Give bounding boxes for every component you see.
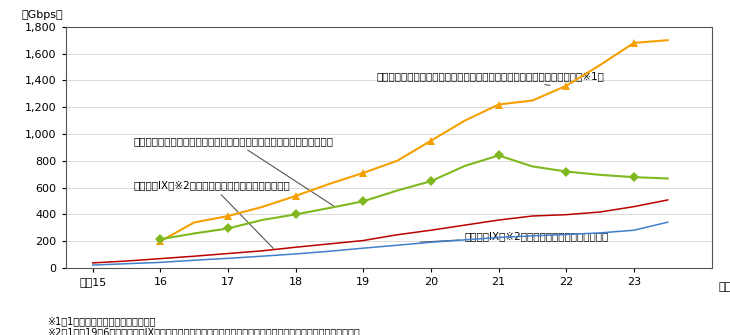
Text: ※1、1日の平均トラヒックの月平均。: ※1、1日の平均トラヒックの月平均。 <box>47 317 156 327</box>
Text: ※2、1平成19年6月の国内主要IXで交換されるトラヒックの集計値についてはデータに欠落があったため除外。: ※2、1平成19年6月の国内主要IXで交換されるトラヒックの集計値についてはデー… <box>47 328 360 335</box>
Text: （年）: （年） <box>718 282 730 292</box>
Text: 国内主要IX（※2）で交換される平均トラヒック: 国内主要IX（※2）で交換される平均トラヒック <box>420 231 609 242</box>
Text: 国内主要IX（※2）で交換されるトラヒックピーク値: 国内主要IX（※2）で交換されるトラヒックピーク値 <box>134 180 290 249</box>
Text: 我が国のブロードバンド契約者の総アップロードトラヒック（推定値）: 我が国のブロードバンド契約者の総アップロードトラヒック（推定値） <box>134 136 334 206</box>
Text: 我が国のブロードバンド契約者の総ダウンロードトラヒック（推定値）（※1）: 我が国のブロードバンド契約者の総ダウンロードトラヒック（推定値）（※1） <box>377 71 604 85</box>
Text: （Gbps）: （Gbps） <box>22 10 64 19</box>
